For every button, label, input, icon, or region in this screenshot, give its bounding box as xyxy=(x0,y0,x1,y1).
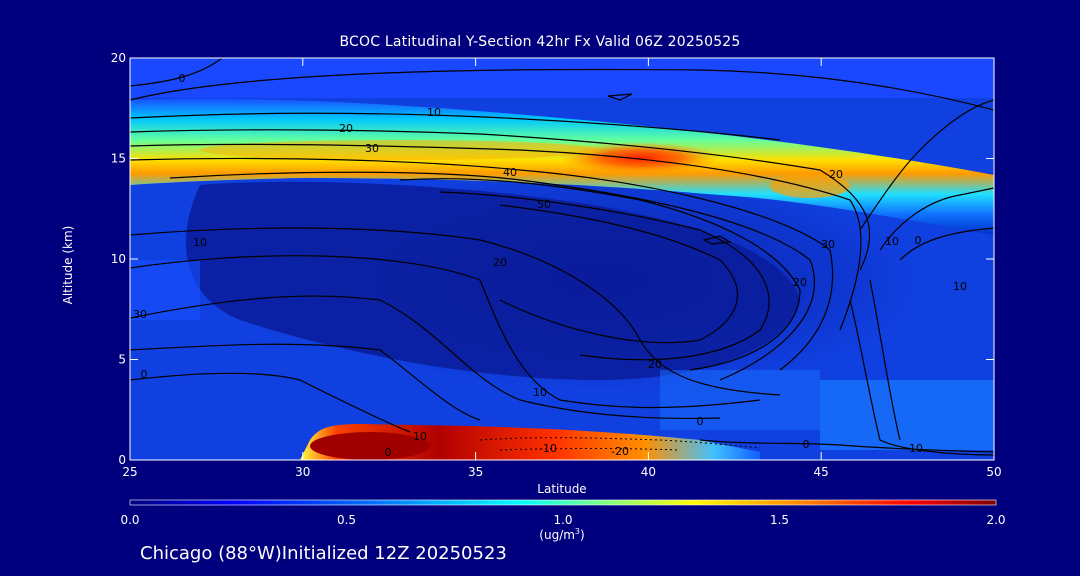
y-axis-label: Altitude (km) xyxy=(61,225,75,305)
contour-label: 40 xyxy=(503,166,517,179)
contour-label: 30 xyxy=(365,142,379,155)
contour-label: 30 xyxy=(821,238,835,251)
contour-label: 10 xyxy=(533,386,547,399)
x-tick-label: 25 xyxy=(122,465,137,479)
contour-label: -10 xyxy=(905,442,923,455)
y-tick-label: 20 xyxy=(111,51,126,65)
contour-label: -10 xyxy=(539,442,557,455)
contour-label: 20 xyxy=(829,168,843,181)
y-tick-label: 10 xyxy=(111,252,126,266)
colorbar xyxy=(129,499,997,506)
y-axis: 0 5 10 15 20 xyxy=(111,51,994,467)
colorbar-tick-label: 1.5 xyxy=(770,513,789,527)
contour-label: -20 xyxy=(611,445,629,458)
chart-title: BCOC Latitudinal Y-Section 42hr Fx Valid… xyxy=(339,34,741,50)
y-tick-label: 5 xyxy=(118,353,126,367)
colorbar-tick-label: 1.0 xyxy=(553,513,572,527)
contour-lines xyxy=(130,58,994,456)
contour-label: 20 xyxy=(648,358,662,371)
contour-label: 10 xyxy=(413,430,427,443)
x-tick-label: 45 xyxy=(814,465,829,479)
shaded-field xyxy=(130,58,994,460)
contour-label: 0 xyxy=(803,438,810,451)
x-axis-label: Latitude xyxy=(537,482,587,496)
x-tick-label: 40 xyxy=(641,465,656,479)
y-tick-label: 15 xyxy=(111,152,126,166)
colorbar-unit: (ug/m3) xyxy=(539,527,585,542)
contour-label: 10 xyxy=(427,106,441,119)
contour-label: 20 xyxy=(793,276,807,289)
contour-label: 50 xyxy=(537,198,551,211)
colorbar-tick-label: 2.0 xyxy=(986,513,1005,527)
contour-labels: 0 10 20 30 40 50 10 20 30 20 10 0 -10 -20 -10 0 30 20 10 0 0… xyxy=(133,72,967,459)
x-tick-label: 50 xyxy=(986,465,1001,479)
contour-label: 10 xyxy=(885,235,899,248)
contour-label: 0 xyxy=(697,415,704,428)
contour-label: 10 xyxy=(193,236,207,249)
contour-label: 0 xyxy=(141,368,148,381)
contour-label: 30 xyxy=(133,308,147,321)
colorbar-tick-label: 0.5 xyxy=(337,513,356,527)
contour-label: 10 xyxy=(953,280,967,293)
x-tick-label: 30 xyxy=(295,465,310,479)
y-tick-label: 0 xyxy=(118,453,126,467)
negative-contours xyxy=(479,437,761,451)
colorbar-ticks: 0.0 0.5 1.0 1.5 2.0 xyxy=(120,513,1005,527)
x-tick-label: 35 xyxy=(468,465,483,479)
contour-label: 20 xyxy=(493,256,507,269)
contour-label: 20 xyxy=(339,122,353,135)
x-axis: 25 30 35 40 45 50 xyxy=(122,58,1002,479)
contour-label: 0 xyxy=(915,234,922,247)
colorbar-tick-label: 0.0 xyxy=(120,513,139,527)
footer-caption: Chicago (88°W)Initialized 12Z 20250523 xyxy=(140,543,507,564)
contour-label: 0 xyxy=(179,72,186,85)
contour-label: 0 xyxy=(385,446,392,459)
